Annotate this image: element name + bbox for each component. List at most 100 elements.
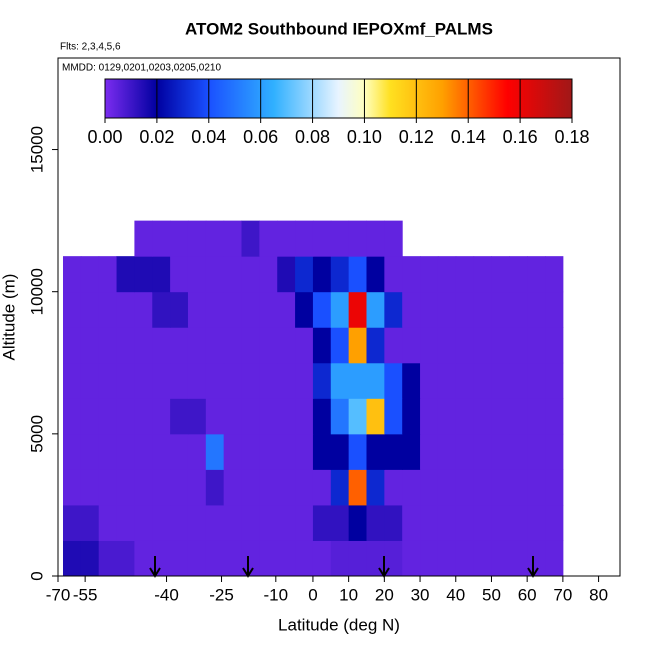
heatmap-cell: [152, 291, 171, 328]
heatmap-cell: [366, 327, 385, 364]
heatmap-cell: [384, 362, 403, 399]
heatmap-cell: [330, 398, 350, 435]
heatmap-cell: [277, 398, 296, 435]
heatmap-cell: [259, 291, 278, 328]
y-axis-label: Altitude (m): [0, 274, 18, 361]
heatmap-cell: [223, 540, 243, 577]
heatmap-cell: [312, 291, 332, 328]
heatmap-cell: [80, 327, 100, 364]
heatmap-cell: [223, 469, 243, 506]
heatmap-cell: [455, 256, 475, 293]
x-tick-label: -25: [209, 585, 234, 604]
heatmap-cell: [330, 291, 350, 328]
heatmap-cell: [98, 256, 118, 293]
heatmap-cell: [545, 504, 564, 541]
heatmap-cell: [62, 291, 82, 328]
heatmap-cell: [491, 540, 510, 577]
heatmap-cell: [223, 504, 243, 541]
heatmap-cell: [134, 220, 153, 257]
heatmap-cell: [402, 540, 421, 577]
heatmap-cell: [80, 469, 100, 506]
heatmap-cell: [187, 469, 207, 506]
heatmap-cell: [62, 504, 82, 541]
heatmap-cell: [187, 362, 207, 399]
heatmap-cell: [134, 433, 153, 470]
heatmap-cell: [491, 433, 510, 470]
heatmap-cell: [277, 256, 296, 293]
annotation: MMDD: 0129,0201,0203,0205,0210: [62, 63, 221, 74]
heatmap-cell: [98, 540, 118, 577]
heatmap-cell: [348, 398, 367, 435]
heatmap-cell: [312, 433, 332, 470]
heatmap-cell: [277, 469, 296, 506]
heatmap-cell: [437, 256, 457, 293]
heatmap-cell: [491, 469, 510, 506]
heatmap-cell: [62, 433, 82, 470]
heatmap-cell: [98, 291, 118, 328]
heatmap-cell: [527, 469, 546, 506]
heatmap-cell: [348, 469, 367, 506]
heatmap-cell: [80, 362, 100, 399]
subtitle: Flts: 2,3,4,5,6: [60, 42, 121, 53]
heatmap-cell: [152, 256, 171, 293]
heatmap-cell: [420, 504, 439, 541]
heatmap-cell: [116, 327, 135, 364]
heatmap-cell: [509, 433, 528, 470]
heatmap-cell: [187, 220, 207, 257]
heatmap-cell: [527, 504, 546, 541]
x-tick-label: 30: [411, 585, 430, 604]
heatmap-cell: [509, 327, 528, 364]
x-tick-label: -55: [73, 585, 98, 604]
heatmap-cell: [241, 291, 260, 328]
heatmap-cell: [62, 256, 82, 293]
heatmap-cell: [152, 220, 171, 257]
heatmap-cell: [295, 433, 314, 470]
heatmap-cell: [312, 398, 332, 435]
heatmap-cell: [205, 398, 225, 435]
heatmap-cell: [134, 504, 153, 541]
heatmap-cell: [437, 433, 457, 470]
heatmap-cell: [277, 362, 296, 399]
heatmap-cell: [134, 469, 153, 506]
heatmap-cell: [384, 540, 403, 577]
heatmap-cell: [420, 540, 439, 577]
heatmap-cell: [116, 540, 135, 577]
heatmap-cell: [491, 398, 510, 435]
heatmap-cell: [312, 540, 332, 577]
heatmap-cell: [437, 291, 457, 328]
x-tick-label: 80: [589, 585, 608, 604]
heatmap-cell: [366, 469, 385, 506]
heatmap-cell: [437, 327, 457, 364]
heatmap-cell: [223, 362, 243, 399]
heatmap-cell: [223, 433, 243, 470]
heatmap-cell: [223, 291, 243, 328]
heatmap-cell: [330, 433, 350, 470]
heatmap-cell: [295, 504, 314, 541]
x-tick-label: 0: [308, 585, 317, 604]
heatmap-cell: [455, 469, 475, 506]
heatmap-cell: [62, 540, 82, 577]
heatmap-cell: [80, 256, 100, 293]
heatmap-cell: [509, 504, 528, 541]
heatmap-cell: [205, 291, 225, 328]
heatmap-cell: [330, 469, 350, 506]
heatmap-cell: [295, 220, 314, 257]
heatmap-cell: [134, 398, 153, 435]
heatmap-cell: [187, 291, 207, 328]
heatmap-cell: [277, 540, 296, 577]
y-tick-label: 5000: [27, 415, 46, 453]
heatmap-cell: [152, 327, 171, 364]
heatmap-cell: [277, 327, 296, 364]
heatmap-cell: [152, 433, 171, 470]
heatmap-cell: [80, 504, 100, 541]
heatmap-cell: [152, 398, 171, 435]
heatmap-cell: [223, 398, 243, 435]
heatmap-cell: [205, 540, 225, 577]
y-tick-label: 10000: [27, 268, 46, 315]
colorbar-tick-label: 0.00: [87, 127, 122, 147]
colorbar-tick-label: 0.06: [243, 127, 278, 147]
heatmap-cell: [277, 433, 296, 470]
heatmap-cell: [420, 362, 439, 399]
colorbar-tick-label: 0.14: [451, 127, 486, 147]
